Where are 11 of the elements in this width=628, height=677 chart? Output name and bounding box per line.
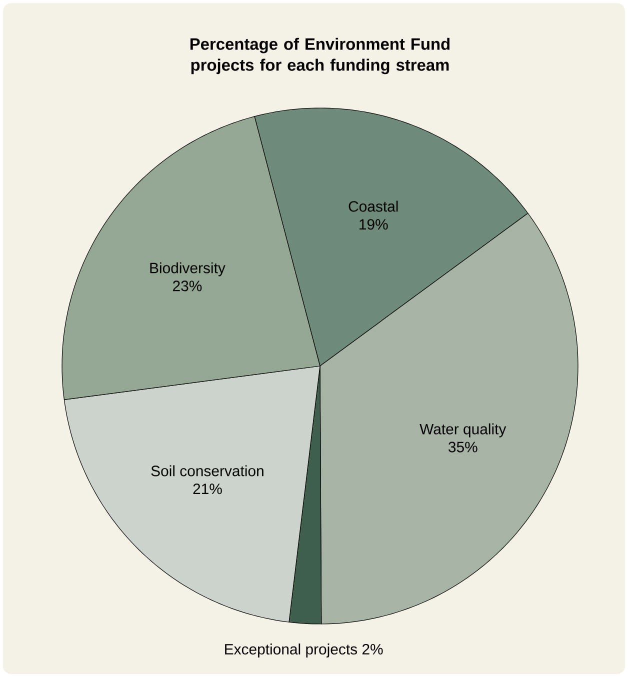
data-label: 23%: [173, 280, 202, 292]
data-label: 21%: [193, 484, 222, 494]
slice-label: Biodiversity: [150, 262, 226, 276]
chart-title: Percentage of Environment Fund projects for each funding stream: [190, 38, 450, 74]
slice-label: Coastal: [348, 200, 398, 212]
data-label: 35%: [448, 442, 478, 452]
slice-label: Exceptional projects: [225, 644, 357, 658]
data-label: 19%: [360, 219, 388, 230]
data-label: 2%: [362, 644, 383, 654]
slice-label: Soil conservation: [151, 465, 264, 476]
slice-label: Water quality: [420, 423, 506, 438]
